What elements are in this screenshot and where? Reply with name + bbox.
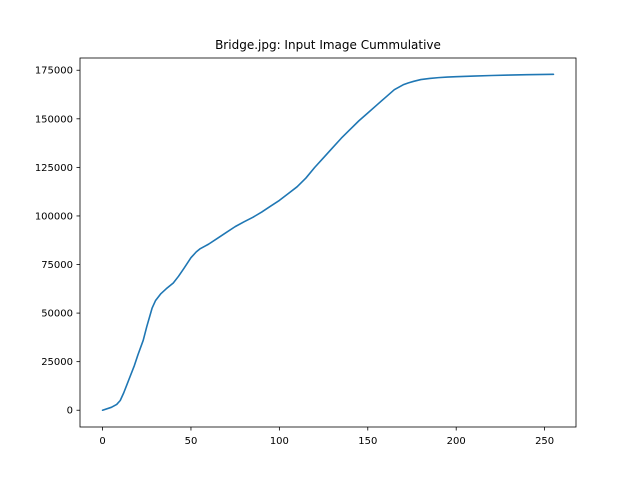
x-tick-label: 150: [358, 436, 377, 447]
y-tick-label: 100000: [35, 211, 73, 222]
plot-area: [80, 58, 576, 427]
y-tick-label: 25000: [41, 357, 73, 368]
chart-title: Bridge.jpg: Input Image Cummulative: [215, 38, 441, 52]
series-layer: [101, 73, 555, 412]
x-tick-label: 200: [447, 436, 466, 447]
plot-frame: [79, 57, 577, 428]
y-tick-label: 150000: [35, 114, 73, 125]
y-tick-label: 175000: [35, 66, 73, 77]
series-line: [101, 73, 555, 412]
x-tick-label: 250: [535, 436, 554, 447]
y-tick-label: 125000: [35, 163, 73, 174]
y-tick-label: 0: [67, 406, 73, 417]
x-tick-label: 50: [185, 436, 198, 447]
y-axis: 0 25000 50000 75000 100000 125000 150000 175000: [35, 66, 80, 417]
x-axis: 0 50 100 150 200 250: [99, 427, 554, 447]
y-tick-label: 75000: [41, 260, 73, 271]
x-tick-label: 100: [270, 436, 289, 447]
x-tick-label: 0: [99, 436, 105, 447]
y-tick-label: 50000: [41, 309, 73, 320]
